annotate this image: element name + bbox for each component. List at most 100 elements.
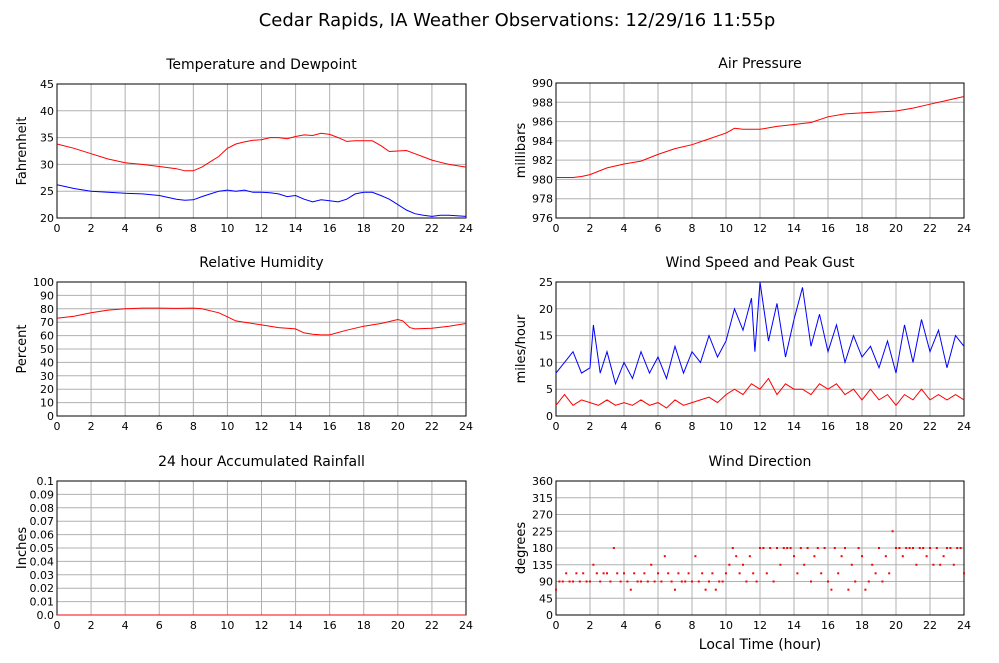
y-tick-label: 180 — [532, 542, 553, 555]
series-line-wind-0 — [555, 281, 965, 386]
data-point — [708, 580, 710, 583]
y-tick-label: 30 — [40, 158, 54, 171]
data-point — [803, 563, 806, 566]
data-point — [680, 580, 683, 583]
x-tick-label: 2 — [587, 222, 594, 235]
series-line-pressure-0 — [556, 96, 965, 178]
data-point — [905, 547, 908, 549]
data-point — [606, 572, 608, 575]
data-point — [704, 588, 707, 591]
data-point — [925, 555, 928, 558]
x-tick-label: 22 — [923, 619, 937, 632]
data-point — [912, 547, 914, 549]
data-point — [714, 588, 717, 591]
y-tick-label: 50 — [40, 343, 54, 356]
x-tick-label: 20 — [889, 420, 903, 433]
data-point — [762, 547, 765, 549]
y-tick-label: 90 — [539, 576, 553, 589]
x-tick-label: 2 — [88, 619, 95, 632]
x-tick-label: 10 — [719, 222, 733, 235]
data-point — [582, 572, 585, 575]
x-tick-label: 4 — [122, 619, 129, 632]
x-tick-label: 16 — [821, 420, 835, 433]
data-point — [949, 547, 952, 549]
plot-frame — [555, 480, 965, 616]
data-point — [752, 572, 755, 575]
data-point — [684, 580, 687, 583]
data-point — [643, 572, 646, 575]
y-tick-label: 0.03 — [30, 569, 55, 582]
series-line-temp-0 — [56, 132, 467, 172]
data-point — [731, 547, 734, 549]
y-axis-label: Fahrenheit — [15, 117, 30, 186]
y-tick-label: 0.0 — [37, 609, 55, 622]
x-tick-label: 0 — [553, 420, 560, 433]
x-tick-label: 18 — [855, 222, 869, 235]
data-point — [861, 555, 863, 558]
data-point — [711, 572, 714, 575]
data-point — [585, 580, 588, 583]
data-point — [653, 580, 656, 583]
x-tick-label: 16 — [323, 222, 337, 235]
y-tick-label: 225 — [532, 525, 553, 538]
x-tick-label: 8 — [190, 420, 197, 433]
y-axis-label: Inches — [15, 527, 30, 569]
panel-rain: 0 2 4 6 8 10 12 14 16 18 20 22 240.00.010.020.030.04… — [15, 454, 473, 632]
y-tick-label: 0 — [47, 410, 54, 423]
y-tick-label: 20 — [40, 212, 54, 225]
x-tick-label: 18 — [357, 222, 371, 235]
panel-temp: 0 2 4 6 8 10 12 14 16 18 20 22 24202530354045Tempera… — [15, 57, 473, 235]
y-tick-label: 30 — [40, 370, 54, 383]
x-tick-label: 10 — [719, 619, 733, 632]
data-point — [589, 580, 591, 583]
x-tick-label: 6 — [655, 619, 662, 632]
data-point — [881, 580, 884, 583]
panels: 0 2 4 6 8 10 12 14 16 18 20 22 24202530354045Tempera… — [15, 56, 971, 632]
x-tick-label: 14 — [787, 619, 801, 632]
panel-title: Air Pressure — [718, 56, 801, 72]
y-tick-label: 80 — [40, 303, 54, 316]
x-tick-label: 8 — [689, 222, 696, 235]
y-tick-label: 10 — [40, 397, 54, 410]
y-tick-label: 0.01 — [30, 596, 55, 609]
data-point — [857, 547, 860, 549]
y-tick-label: 45 — [539, 592, 553, 605]
data-point — [952, 563, 955, 566]
panel-title: Wind Speed and Peak Gust — [666, 255, 855, 271]
y-tick-label: 0 — [546, 609, 553, 622]
y-tick-label: 980 — [532, 173, 553, 186]
y-tick-label: 986 — [532, 116, 553, 129]
data-point — [935, 547, 938, 549]
x-tick-label: 16 — [323, 420, 337, 433]
x-tick-label: 10 — [220, 619, 234, 632]
data-point — [833, 547, 836, 549]
y-tick-label: 70 — [40, 316, 54, 329]
data-point — [895, 547, 897, 549]
y-tick-label: 315 — [532, 492, 553, 505]
x-tick-label: 14 — [289, 619, 303, 632]
y-tick-label: 0.02 — [30, 582, 55, 595]
data-point — [847, 588, 850, 591]
x-tick-label: 0 — [553, 222, 560, 235]
x-tick-label: 12 — [255, 420, 269, 433]
data-point — [956, 547, 959, 549]
data-point — [609, 580, 612, 583]
x-tick-label: 4 — [621, 222, 628, 235]
data-point — [616, 572, 619, 575]
x-tick-label: 24 — [459, 222, 473, 235]
data-point — [908, 547, 911, 549]
x-tick-label: 2 — [88, 420, 95, 433]
series-line-wind-1 — [555, 377, 965, 409]
data-point — [555, 588, 557, 591]
data-point — [660, 580, 663, 583]
data-point — [619, 580, 622, 583]
x-tick-label: 2 — [88, 222, 95, 235]
y-tick-label: 990 — [532, 77, 553, 90]
x-tick-label: 22 — [425, 619, 439, 632]
x-tick-label: 4 — [621, 619, 628, 632]
data-point — [623, 572, 625, 575]
data-point — [888, 572, 891, 575]
data-point — [636, 580, 639, 583]
data-point — [728, 563, 731, 566]
data-point — [657, 572, 659, 575]
